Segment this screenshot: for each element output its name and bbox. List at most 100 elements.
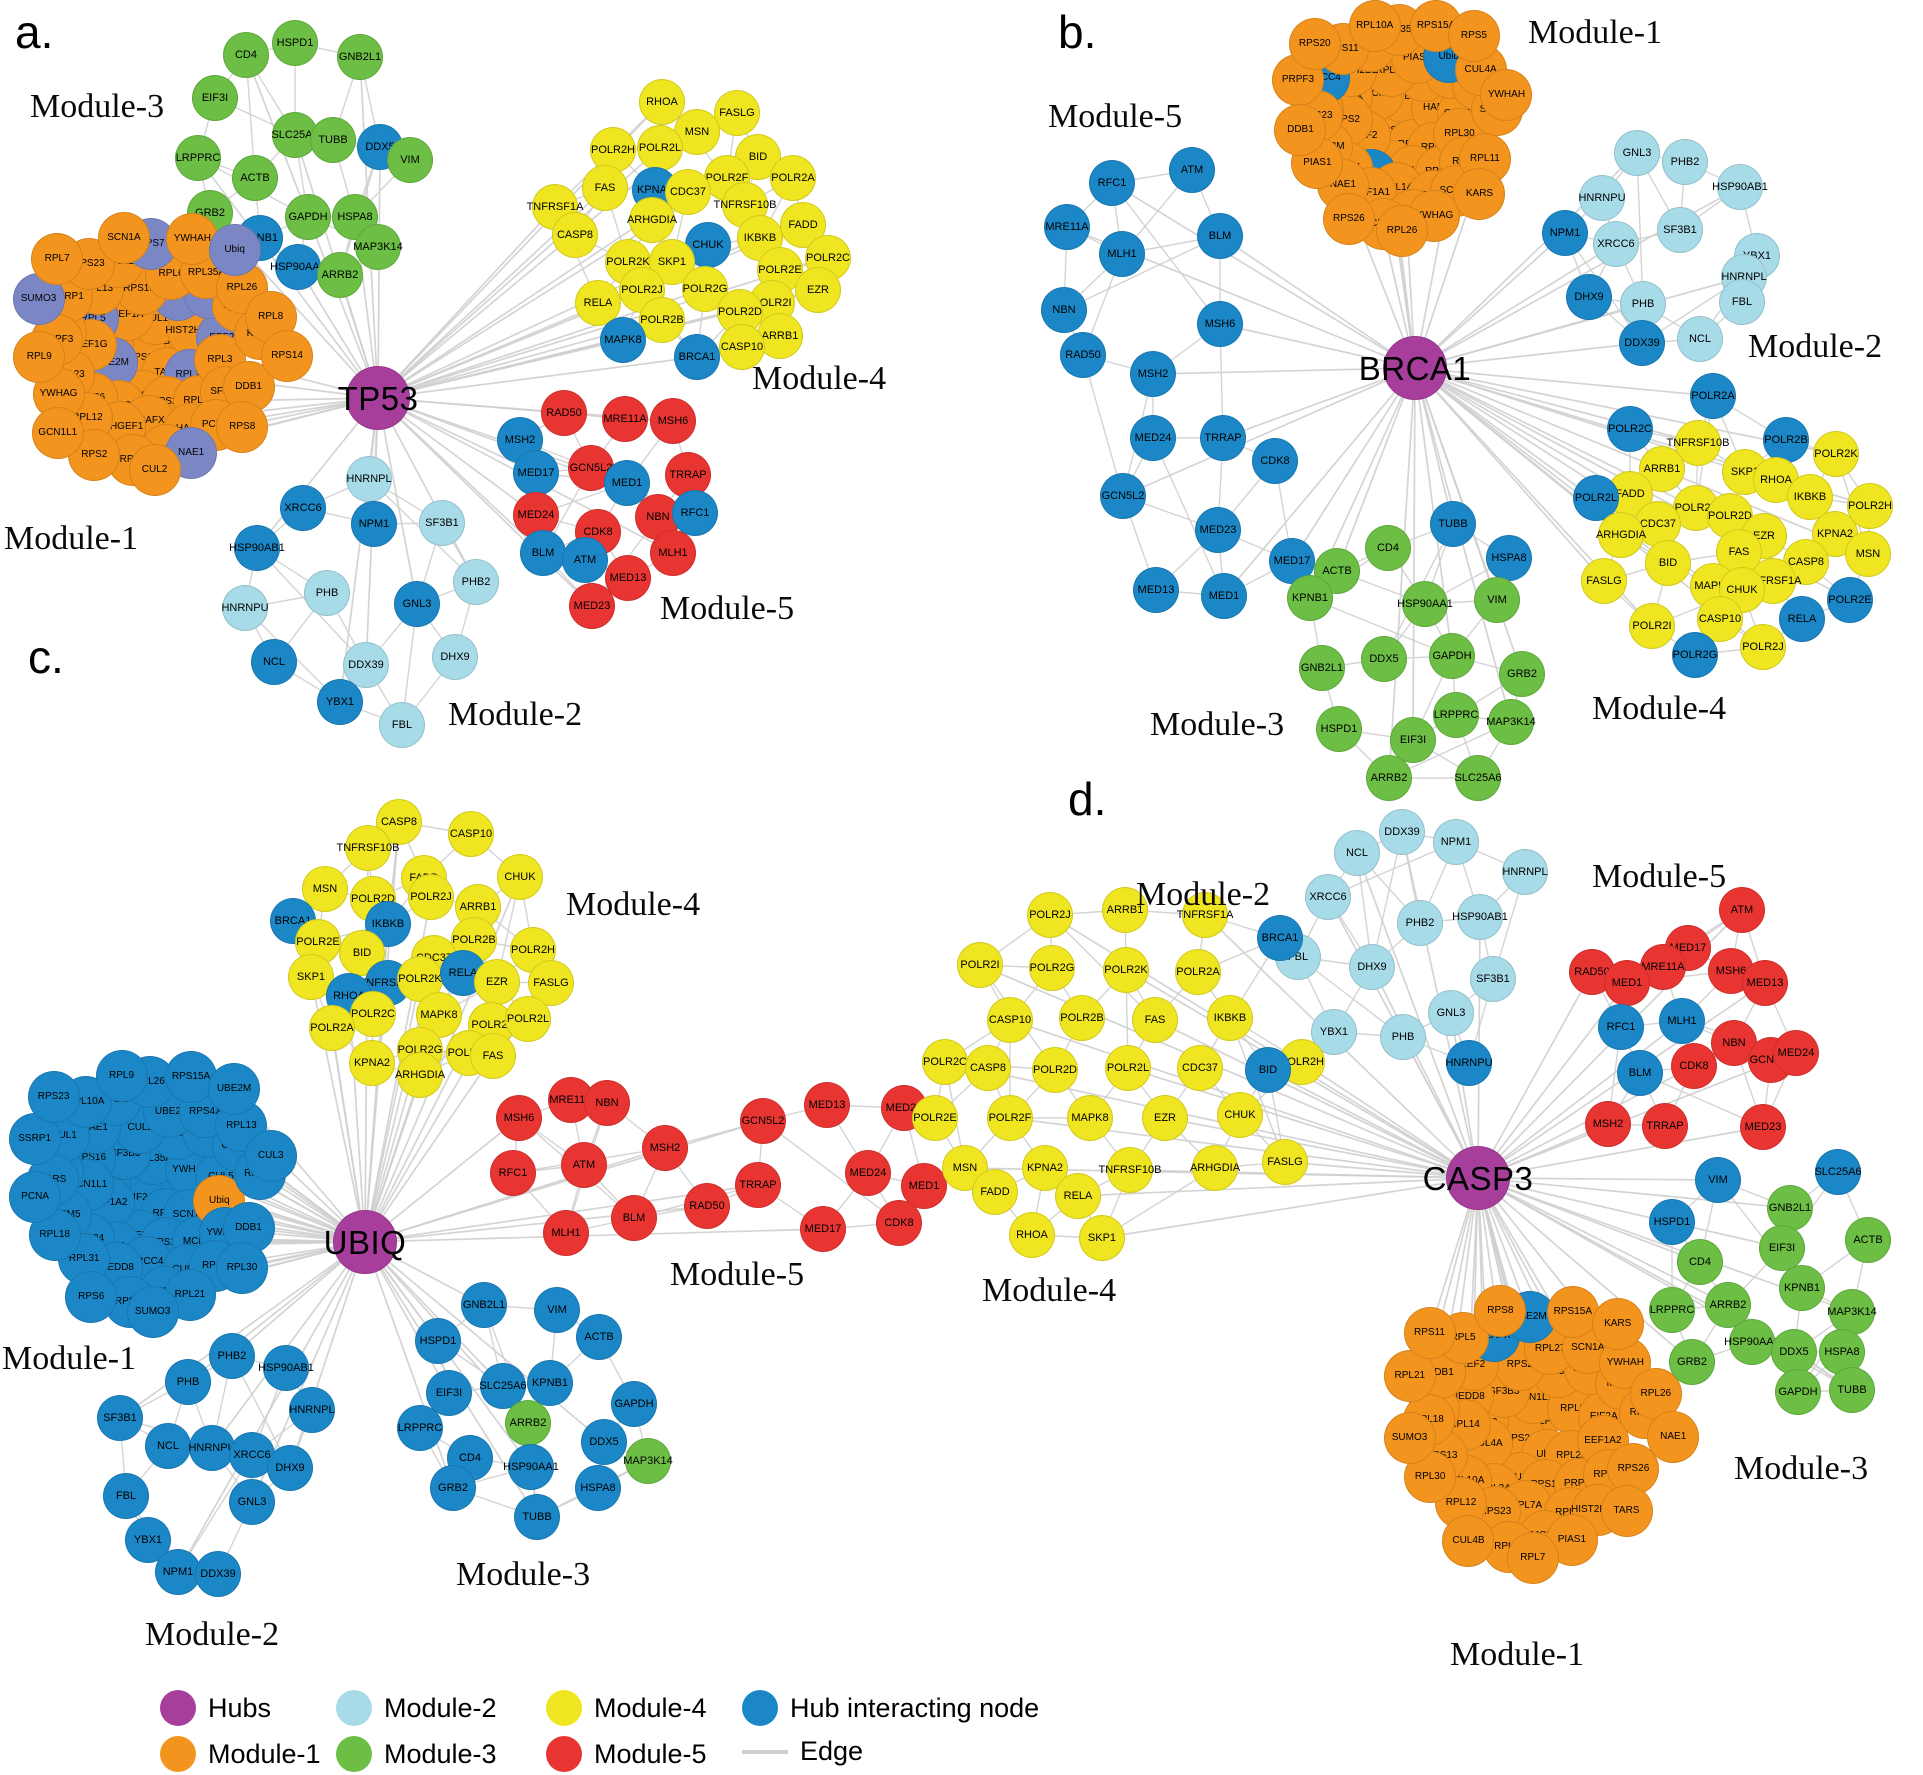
node-FBL[interactable]: FBL xyxy=(1719,279,1765,325)
node-RFC1[interactable]: RFC1 xyxy=(1089,160,1135,206)
node-GNB2L1[interactable]: GNB2L1 xyxy=(461,1282,507,1328)
node-PHB[interactable]: PHB xyxy=(1380,1014,1426,1060)
node-RPS20[interactable]: RPS20 xyxy=(1288,17,1341,70)
node-SF3B1[interactable]: SF3B1 xyxy=(419,500,465,546)
node-GNB2L1[interactable]: GNB2L1 xyxy=(1767,1185,1813,1231)
node-GNB2L1[interactable]: GNB2L1 xyxy=(337,34,383,80)
node-IKBKB[interactable]: IKBKB xyxy=(1207,995,1253,1041)
node-TUBB[interactable]: TUBB xyxy=(1430,501,1476,547)
node-ARHGDIA[interactable]: ARHGDIA xyxy=(1190,1145,1240,1191)
node-HSPD1[interactable]: HSPD1 xyxy=(272,20,318,66)
node-MAP3K14[interactable]: MAP3K14 xyxy=(1486,699,1536,745)
node-RPS15A[interactable]: RPS15A xyxy=(1546,1286,1599,1339)
node-HSPD1[interactable]: HSPD1 xyxy=(1316,706,1362,752)
node-SLC25A6[interactable]: SLC25A6 xyxy=(1454,755,1502,801)
node-MSH6[interactable]: MSH6 xyxy=(1197,301,1243,347)
node-RPL9[interactable]: RPL9 xyxy=(13,331,66,384)
node-TUBB[interactable]: TUBB xyxy=(514,1494,560,1540)
node-ACTB[interactable]: ACTB xyxy=(1845,1217,1891,1263)
node-FASLG[interactable]: FASLG xyxy=(1262,1139,1308,1185)
node-MRE11A[interactable]: MRE11A xyxy=(1044,204,1090,250)
node-RELA[interactable]: RELA xyxy=(1779,596,1825,642)
node-BID[interactable]: BID xyxy=(1645,540,1691,586)
node-VIM[interactable]: VIM xyxy=(534,1287,580,1333)
node-TRRAP[interactable]: TRRAP xyxy=(1642,1103,1688,1149)
node-DDX5[interactable]: DDX5 xyxy=(581,1419,627,1465)
node-RPS23[interactable]: RPS23 xyxy=(27,1071,80,1124)
node-POLR2B[interactable]: POLR2B xyxy=(1059,995,1105,1041)
node-FADD[interactable]: FADD xyxy=(972,1169,1018,1215)
node-DHX9[interactable]: DHX9 xyxy=(432,634,478,680)
node-POLR2K[interactable]: POLR2K xyxy=(1103,947,1149,993)
node-RPL30[interactable]: RPL30 xyxy=(215,1242,268,1295)
node-RAD50[interactable]: RAD50 xyxy=(1060,332,1106,378)
node-MED23[interactable]: MED23 xyxy=(1740,1104,1786,1150)
node-BID[interactable]: BID xyxy=(1245,1047,1291,1093)
node-BLM[interactable]: BLM xyxy=(1197,213,1243,259)
node-PHB2[interactable]: PHB2 xyxy=(1397,900,1443,946)
node-NCL[interactable]: NCL xyxy=(145,1423,191,1469)
node-EZR[interactable]: EZR xyxy=(795,267,841,313)
node-ARHGDIA[interactable]: ARHGDIA xyxy=(627,197,677,243)
node-FASLG[interactable]: FASLG xyxy=(1581,558,1627,604)
node-CASP10[interactable]: CASP10 xyxy=(448,811,494,857)
node-NBN[interactable]: NBN xyxy=(1041,287,1087,333)
node-RPL7[interactable]: RPL7 xyxy=(1506,1531,1559,1584)
node-POLR2G[interactable]: POLR2G xyxy=(1029,945,1075,991)
node-SF3B1[interactable]: SF3B1 xyxy=(1657,207,1703,253)
node-PHB[interactable]: PHB xyxy=(304,570,350,616)
node-EIF3I[interactable]: EIF3I xyxy=(192,75,238,121)
node-SF3B1[interactable]: SF3B1 xyxy=(97,1395,143,1441)
node-POLR2K[interactable]: POLR2K xyxy=(1813,431,1859,477)
node-TNFRSF10B[interactable]: TNFRSF10B xyxy=(337,825,399,871)
node-HSP90AB1[interactable]: HSP90AB1 xyxy=(229,525,285,571)
node-MED1[interactable]: MED1 xyxy=(1604,960,1650,1006)
node-MAP3K14[interactable]: MAP3K14 xyxy=(353,224,403,270)
node-GRB2[interactable]: GRB2 xyxy=(430,1465,476,1511)
node-XRCC6[interactable]: XRCC6 xyxy=(1305,874,1351,920)
node-SKP1[interactable]: SKP1 xyxy=(1079,1215,1125,1261)
node-GRB2[interactable]: GRB2 xyxy=(1499,651,1545,697)
node-HNRNPL[interactable]: HNRNPL xyxy=(289,1387,335,1433)
node-HNRNPU[interactable]: HNRNPU xyxy=(188,1425,236,1471)
node-DDX39[interactable]: DDX39 xyxy=(195,1551,241,1597)
hub-node-BRCA1[interactable]: BRCA1 xyxy=(1359,336,1471,400)
node-PCNA[interactable]: PCNA xyxy=(9,1171,62,1224)
node-ATM[interactable]: ATM xyxy=(562,537,608,583)
node-POLR2E[interactable]: POLR2E xyxy=(912,1095,958,1141)
node-VIM[interactable]: VIM xyxy=(1695,1157,1741,1203)
node-HNRNPU[interactable]: HNRNPU xyxy=(221,585,269,631)
node-HSP90AA1[interactable]: HSP90AA1 xyxy=(270,244,326,290)
node-ATM[interactable]: ATM xyxy=(561,1142,607,1188)
node-CUL3[interactable]: CUL3 xyxy=(244,1129,297,1182)
node-CDC37[interactable]: CDC37 xyxy=(1177,1045,1223,1091)
hub-node-CASP3[interactable]: CASP3 xyxy=(1423,1146,1533,1210)
node-FAS[interactable]: FAS xyxy=(470,1033,516,1079)
node-ACTB[interactable]: ACTB xyxy=(576,1314,622,1360)
node-NCL[interactable]: NCL xyxy=(1334,830,1380,876)
node-FBL[interactable]: FBL xyxy=(103,1473,149,1519)
node-ARHGDIA[interactable]: ARHGDIA xyxy=(1596,512,1646,558)
node-MAP3K14[interactable]: MAP3K14 xyxy=(1827,1289,1877,1335)
node-MSH2[interactable]: MSH2 xyxy=(1585,1101,1631,1147)
node-PHB[interactable]: PHB xyxy=(165,1359,211,1405)
node-EZR[interactable]: EZR xyxy=(1142,1095,1188,1141)
node-HSPD1[interactable]: HSPD1 xyxy=(415,1318,461,1364)
node-RFC1[interactable]: RFC1 xyxy=(1598,1004,1644,1050)
node-RFC1[interactable]: RFC1 xyxy=(672,490,718,536)
node-CDK8[interactable]: CDK8 xyxy=(1671,1043,1717,1089)
node-CD4[interactable]: CD4 xyxy=(1677,1239,1723,1285)
node-BLM[interactable]: BLM xyxy=(520,530,566,576)
node-NCL[interactable]: NCL xyxy=(251,639,297,685)
node-XRCC6[interactable]: XRCC6 xyxy=(280,485,326,531)
node-GNL3[interactable]: GNL3 xyxy=(394,581,440,627)
node-MAP3K14[interactable]: MAP3K14 xyxy=(623,1438,673,1484)
node-DDX39[interactable]: DDX39 xyxy=(1379,809,1425,855)
node-GAPDH[interactable]: GAPDH xyxy=(1775,1369,1821,1415)
node-RPS14[interactable]: RPS14 xyxy=(261,330,314,383)
node-RPL9[interactable]: RPL9 xyxy=(95,1050,148,1103)
node-POLR2L[interactable]: POLR2L xyxy=(505,996,551,1042)
node-POLR2J[interactable]: POLR2J xyxy=(408,874,454,920)
node-POLR2L[interactable]: POLR2L xyxy=(637,125,683,171)
node-HNRNPU[interactable]: HNRNPU xyxy=(1445,1040,1493,1086)
